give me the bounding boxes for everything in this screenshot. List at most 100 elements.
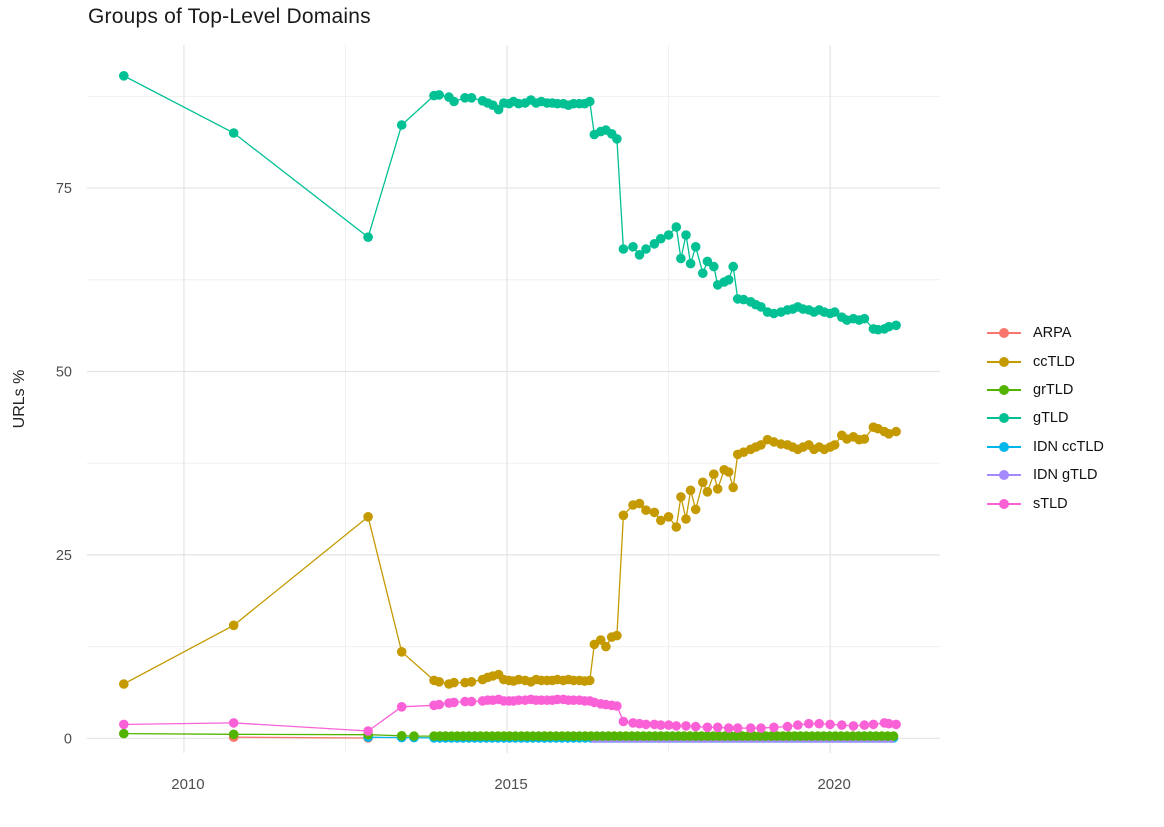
data-point-cctld	[891, 426, 901, 437]
legend-key-dot	[999, 498, 1009, 509]
legend-key-icon-cctld	[987, 356, 1021, 367]
data-point-gtld	[618, 244, 629, 254]
data-point-stld	[663, 720, 674, 730]
legend-label-cctld: ccTLD	[1033, 353, 1075, 370]
data-point-cctld	[756, 440, 766, 450]
data-point-cctld	[702, 487, 713, 497]
data-point-stld	[656, 720, 666, 730]
data-point-cctld	[671, 522, 682, 532]
data-point-gtld	[769, 308, 779, 319]
data-point-stld	[837, 720, 847, 730]
legend-key-dot	[999, 384, 1009, 395]
legend-label-idn-cctld: IDN ccTLD	[1033, 438, 1104, 455]
legend-key-dot	[999, 413, 1009, 424]
data-point-gtld	[676, 253, 686, 264]
data-point-cctld	[698, 477, 708, 488]
data-point-stld	[618, 716, 629, 727]
data-point-stld	[859, 720, 870, 730]
data-point-cctld	[634, 498, 645, 509]
data-point-gtld	[702, 256, 713, 267]
data-point-cctld	[466, 677, 477, 687]
data-point-gtld	[434, 90, 445, 100]
legend-label-stld: sTLD	[1033, 495, 1068, 512]
data-point-cctld	[595, 635, 606, 645]
data-point-stld	[814, 718, 824, 729]
data-point-gtld	[681, 230, 691, 240]
data-point-gtld	[723, 275, 734, 285]
data-point-stld	[848, 721, 859, 731]
series-gtld	[119, 71, 901, 335]
data-point-gtld	[671, 222, 682, 232]
data-point-gtld	[449, 96, 459, 107]
data-point-cctld	[681, 514, 691, 524]
data-point-stld	[804, 718, 814, 729]
data-point-gtld	[228, 128, 239, 138]
data-point-gtld	[656, 233, 666, 244]
data-point-cctld	[434, 677, 445, 687]
data-point-gtld	[493, 104, 504, 115]
data-point-cctld	[723, 467, 734, 477]
data-point-stld	[690, 721, 701, 732]
legend-item-grtld: grTLD	[986, 376, 1104, 404]
data-point-grtld	[409, 731, 419, 741]
data-point-cctld	[859, 434, 870, 444]
legend-item-idn-cctld: IDN ccTLD	[986, 433, 1104, 461]
legend-key-dot	[999, 441, 1009, 452]
data-point-cctld	[690, 504, 701, 515]
x-tick-label-2010: 2010	[171, 776, 204, 793]
legend-key-dot	[999, 328, 1009, 339]
data-point-cctld	[685, 485, 696, 496]
data-point-gtld	[634, 250, 645, 260]
data-point-cctld	[709, 469, 719, 480]
data-point-cctld	[728, 482, 738, 493]
data-point-stld	[756, 723, 766, 733]
legend-item-gtld: gTLD	[986, 404, 1104, 432]
data-point-cctld	[649, 507, 660, 518]
data-point-gtld	[829, 307, 840, 317]
data-point-gtld	[690, 242, 701, 252]
data-point-cctld	[884, 429, 894, 439]
data-point-gtld	[466, 93, 477, 103]
legend: ARPA ccTLD grTLD gTLD IDN ccTLD IDN gTLD sTLD	[986, 319, 1104, 518]
data-point-stld	[769, 722, 779, 733]
y-tick-label-75: 75	[56, 181, 72, 197]
data-point-stld	[884, 718, 894, 729]
legend-key-icon-grtld	[987, 384, 1021, 395]
data-point-cctld	[396, 647, 407, 657]
legend-label-gtld: gTLD	[1033, 410, 1069, 427]
data-point-gtld	[585, 96, 595, 107]
data-point-cctld	[612, 630, 622, 641]
data-point-stld	[449, 697, 459, 708]
data-point-grtld	[396, 731, 407, 741]
data-point-stld	[681, 721, 691, 731]
data-point-stld	[702, 722, 713, 733]
data-point-stld	[119, 719, 129, 730]
legend-item-arpa: ARPA	[986, 319, 1104, 347]
legend-key-icon-gtld	[987, 413, 1021, 424]
x-tick-label-2015: 2015	[494, 776, 527, 793]
data-point-gtld	[859, 313, 870, 324]
data-point-cctld	[618, 510, 629, 521]
legend-item-cctld: ccTLD	[986, 347, 1104, 375]
series-cctld	[119, 422, 901, 689]
data-point-stld	[363, 726, 373, 736]
data-point-gtld	[709, 261, 719, 272]
data-point-gtld	[628, 242, 638, 252]
data-point-gtld	[612, 134, 622, 144]
data-point-cctld	[676, 492, 686, 502]
y-tick-label-50: 50	[56, 364, 72, 380]
y-tick-label-0: 0	[64, 731, 72, 747]
data-point-cctld	[712, 484, 723, 494]
data-point-stld	[228, 718, 239, 728]
series-stld	[119, 694, 901, 736]
legend-label-arpa: ARPA	[1033, 325, 1072, 342]
data-point-gtld	[685, 258, 696, 269]
data-point-stld	[396, 702, 407, 712]
data-point-gtld	[663, 230, 674, 240]
data-point-cctld	[829, 440, 840, 450]
legend-label-idn-gtld: IDN gTLD	[1033, 467, 1098, 484]
data-point-cctld	[449, 677, 459, 688]
data-point-gtld	[363, 232, 373, 242]
data-point-stld	[825, 719, 835, 730]
